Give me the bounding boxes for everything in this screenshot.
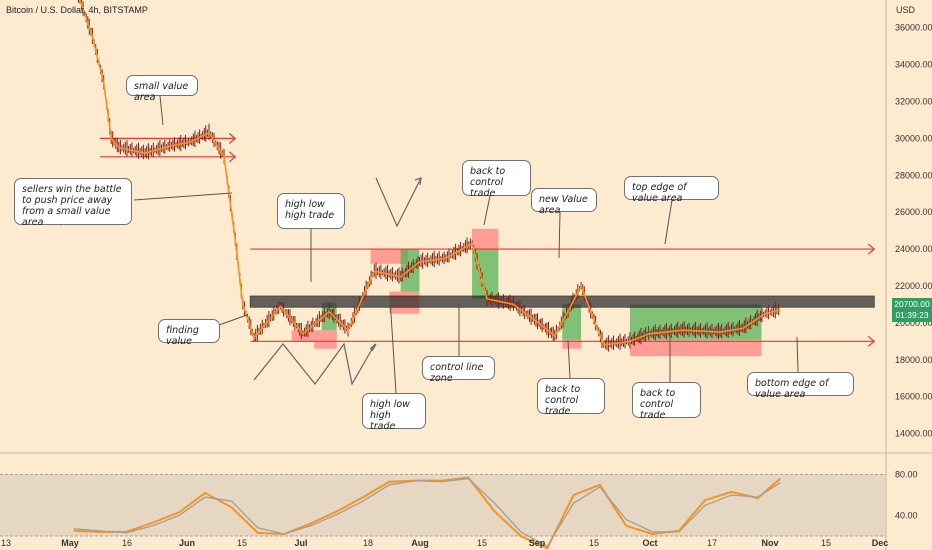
y-tick-label: 28000.00 bbox=[895, 170, 932, 180]
callout-pointer-12 bbox=[796, 336, 799, 373]
callout-back-to-control-3: back to control trade bbox=[632, 382, 701, 421]
x-tick-label: 13 bbox=[1, 538, 11, 548]
bar-countdown: 01:39:23 bbox=[895, 310, 929, 320]
callout-pointer-8 bbox=[558, 211, 561, 259]
zigzag-drawing-1 bbox=[253, 342, 376, 386]
x-tick-label: May bbox=[61, 538, 79, 548]
zone-red-10 bbox=[629, 339, 762, 357]
zone-red-1 bbox=[314, 330, 337, 349]
x-tick-label: 15 bbox=[477, 538, 487, 548]
level-arrow-2 bbox=[867, 243, 876, 255]
callout-pointer-5 bbox=[389, 297, 397, 394]
callout-finding-value: finding value bbox=[158, 319, 220, 347]
y-tick-label: 20000.00 bbox=[895, 318, 932, 328]
y-tick-label: 32000.00 bbox=[895, 96, 932, 106]
zigzag-arrow-1 bbox=[369, 343, 377, 352]
stochastic-pane bbox=[0, 474, 886, 550]
x-tick-label: 15 bbox=[237, 538, 247, 548]
zigzag-drawing-2 bbox=[375, 177, 422, 228]
callout-pointer-10 bbox=[664, 199, 673, 245]
callout-pointer-9 bbox=[567, 339, 571, 379]
x-tick-label: 17 bbox=[707, 538, 717, 548]
callout-high-low-high-1: high low high trade bbox=[277, 193, 345, 229]
zone-red-8 bbox=[562, 339, 582, 349]
last-price: 20700.00 bbox=[894, 299, 930, 309]
stoch-line-D bbox=[73, 477, 781, 548]
stoch-y-tick-label: 40.00 bbox=[895, 511, 918, 521]
y-tick-label: 24000.00 bbox=[895, 244, 932, 254]
callout-sellers-win: sellers win the battle to push price awa… bbox=[14, 178, 132, 228]
y-tick-label: 16000.00 bbox=[895, 392, 932, 402]
x-tick-label: Nov bbox=[761, 538, 778, 548]
callout-pointer-2 bbox=[133, 192, 233, 201]
symbol-title: Bitcoin / U.S. Dollar, 4h, BITSTAMP bbox=[6, 5, 148, 15]
x-tick-label: Jun bbox=[179, 538, 195, 548]
control-line-zone bbox=[249, 295, 875, 308]
x-tick-label: 15 bbox=[589, 538, 599, 548]
time-axis[interactable]: 13 May 16 Jun 15 Jul 18 Aug 15 Sep 15 Oct 17 Nov 15 Dec bbox=[1, 538, 888, 548]
stoch-band bbox=[0, 474, 886, 536]
zone-red-6 bbox=[472, 228, 499, 250]
level-arrow-0 bbox=[228, 132, 237, 144]
y-tick-label: 34000.00 bbox=[895, 60, 932, 70]
currency-label: USD bbox=[896, 5, 916, 15]
y-tick-label: 18000.00 bbox=[895, 355, 932, 365]
callout-top-edge: top edge of value area bbox=[624, 176, 719, 204]
price-axis[interactable]: 36000.00 34000.00 32000.00 30000.00 28000.00… bbox=[895, 23, 932, 521]
callout-control-line-zone: control line zone bbox=[422, 356, 495, 384]
callout-small-value-area: small value area bbox=[126, 75, 198, 103]
zone-red-3 bbox=[370, 249, 409, 264]
x-tick-label: Dec bbox=[872, 538, 889, 548]
y-tick-label: 30000.00 bbox=[895, 133, 932, 143]
y-tick-label: 26000.00 bbox=[895, 207, 932, 217]
zigzag-arrow-2 bbox=[414, 177, 422, 186]
callout-back-to-control-1: back to control trade bbox=[462, 160, 531, 199]
x-tick-label: 16 bbox=[122, 538, 132, 548]
callout-pointer-4 bbox=[218, 314, 248, 326]
stoch-y-tick-label: 80.00 bbox=[895, 470, 918, 480]
y-tick-label: 22000.00 bbox=[895, 281, 932, 291]
x-tick-label: 15 bbox=[821, 538, 831, 548]
callout-bottom-edge: bottom edge of value area bbox=[747, 372, 854, 400]
level-arrow-1 bbox=[228, 151, 237, 163]
callout-new-value-area: new Value area bbox=[531, 188, 597, 216]
callout-high-low-high-2: high low high trade bbox=[362, 393, 426, 432]
last-price-badge: 20700.00 01:39:23 bbox=[892, 298, 932, 322]
x-tick-label: Sep bbox=[529, 538, 546, 548]
callout-back-to-control-2: back to control trade bbox=[537, 378, 605, 417]
pane-separator bbox=[0, 452, 932, 454]
callout-pointer-7 bbox=[483, 195, 491, 226]
x-tick-label: Jul bbox=[294, 538, 307, 548]
y-tick-label: 14000.00 bbox=[895, 429, 932, 439]
x-tick-label: Aug bbox=[411, 538, 429, 548]
y-tick-label: 36000.00 bbox=[895, 23, 932, 33]
x-tick-label: Oct bbox=[642, 538, 657, 548]
callout-pointer-0 bbox=[159, 95, 164, 126]
price-line bbox=[79, 0, 781, 346]
level-arrow-3 bbox=[867, 335, 876, 347]
x-tick-label: 18 bbox=[363, 538, 373, 548]
